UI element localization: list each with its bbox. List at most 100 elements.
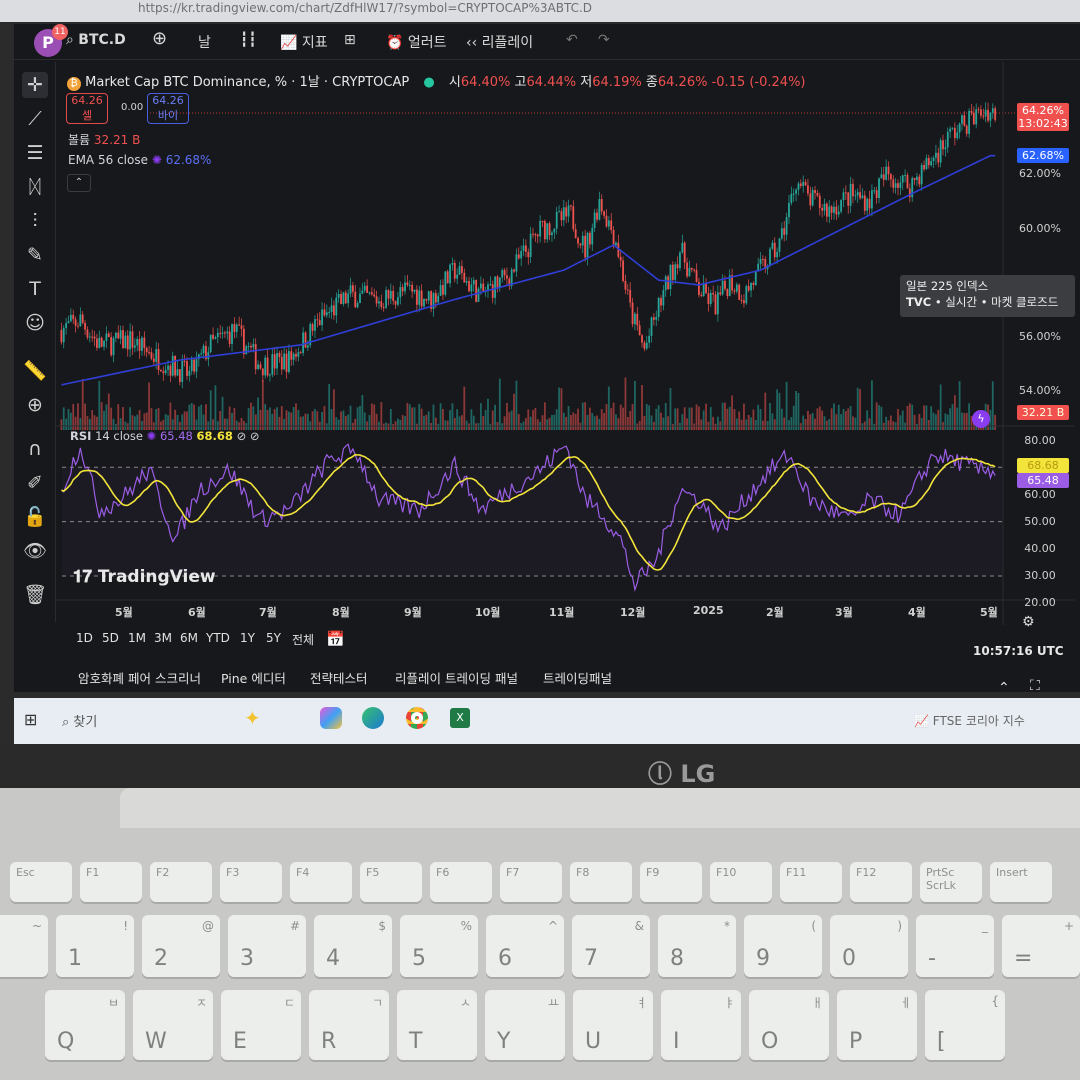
key[interactable]: @2: [142, 915, 220, 977]
windows-start-icon[interactable]: ⊞: [24, 710, 38, 729]
sell-button[interactable]: 64.26 셀: [66, 93, 108, 124]
key[interactable]: F7: [500, 862, 562, 902]
layout-grid-icon[interactable]: ⊞: [344, 32, 356, 48]
key[interactable]: #3: [228, 915, 306, 977]
chart-settings-icon[interactable]: ⚙: [1022, 614, 1035, 630]
pattern-icon[interactable]: ᛞ: [29, 176, 41, 198]
brush-icon[interactable]: ✎: [27, 244, 43, 266]
magnet-icon[interactable]: ∩: [28, 438, 42, 460]
range-button-ytd[interactable]: YTD: [206, 631, 230, 645]
key[interactable]: F8: [570, 862, 632, 902]
lightning-icon[interactable]: ϟ: [972, 410, 990, 428]
key[interactable]: F5: [360, 862, 422, 902]
key[interactable]: & 7: [572, 915, 650, 977]
key[interactable]: _ -: [916, 915, 994, 977]
expand-panel-icon[interactable]: ⌃: [998, 680, 1010, 696]
tradingview-logo[interactable]: 𝟏𝟕 TradingView: [73, 567, 216, 587]
crosshair-icon[interactable]: ✛: [22, 72, 48, 98]
bottom-tab[interactable]: Pine 에디터: [221, 671, 286, 686]
copilot-sparkle-icon[interactable]: ✦: [244, 706, 261, 730]
chart-canvas[interactable]: [0, 0, 1080, 700]
key[interactable]: $4: [314, 915, 392, 977]
range-button-6m[interactable]: 6M: [180, 631, 198, 645]
key[interactable]: ^ 6: [486, 915, 564, 977]
compare-add-icon[interactable]: ⊕: [152, 28, 168, 49]
bottom-tab[interactable]: 트레이딩패널: [543, 671, 613, 686]
goto-date-icon[interactable]: 📅: [326, 630, 345, 648]
key[interactable]: F10: [710, 862, 772, 902]
chrome-icon[interactable]: [406, 707, 428, 729]
alert-button[interactable]: ⏰ 얼러트: [386, 35, 447, 51]
key[interactable]: * 8: [658, 915, 736, 977]
key[interactable]: Esc: [10, 862, 72, 902]
bottom-tab[interactable]: 전략테스터: [310, 671, 368, 686]
maximize-panel-icon[interactable]: ⛶: [1030, 678, 1040, 694]
range-button-1d[interactable]: 1D: [76, 631, 93, 645]
browser-url-bar[interactable]: https://kr.tradingview.com/chart/ZdfHlW1…: [0, 0, 1080, 22]
range-button-5y[interactable]: 5Y: [266, 631, 281, 645]
range-button-전체[interactable]: 전체: [292, 633, 315, 647]
range-button-1m[interactable]: 1M: [128, 631, 146, 645]
taskbar-search[interactable]: ⌕ 찾기: [62, 715, 98, 730]
trash-icon[interactable]: 🗑: [22, 584, 48, 606]
ruler-icon[interactable]: 📏: [23, 360, 47, 382]
zoom-in-icon[interactable]: ⊕: [27, 394, 43, 416]
key[interactable]: F11: [780, 862, 842, 902]
key[interactable]: F2: [150, 862, 212, 902]
range-button-5d[interactable]: 5D: [102, 631, 119, 645]
key[interactable]: F4: [290, 862, 352, 902]
emoji-icon[interactable]: ☺: [25, 312, 45, 334]
clock[interactable]: 10:57:16 UTC: [973, 644, 1064, 658]
lock-pencil-icon[interactable]: ✐: [27, 472, 43, 494]
key[interactable]: (9: [744, 915, 822, 977]
collapse-legend-button[interactable]: ⌃: [67, 174, 91, 192]
range-button-1y[interactable]: 1Y: [240, 631, 255, 645]
key[interactable]: ~`: [0, 915, 48, 977]
key[interactable]: F1: [80, 862, 142, 902]
key[interactable]: Insert: [990, 862, 1052, 902]
key[interactable]: {[: [925, 990, 1005, 1060]
rsi-settings-icon[interactable]: ✺: [146, 429, 157, 443]
ema-settings-icon[interactable]: ✺: [151, 153, 162, 167]
trend-line-icon[interactable]: ⟋: [28, 108, 42, 130]
bottom-tab[interactable]: 암호화폐 페어 스크리너: [78, 671, 201, 686]
projection-icon[interactable]: ⫶: [32, 210, 38, 232]
key[interactable]: ! 1: [56, 915, 134, 977]
redo-icon[interactable]: ↷: [598, 32, 610, 48]
key[interactable]: F3: [220, 862, 282, 902]
key[interactable]: + =: [1002, 915, 1080, 977]
interval-button[interactable]: 날: [198, 35, 211, 51]
excel-icon[interactable]: X: [450, 708, 470, 728]
key[interactable]: ) 0: [830, 915, 908, 977]
indicators-button[interactable]: 📈 지표: [280, 35, 328, 51]
fib-lines-icon[interactable]: ☰: [26, 142, 44, 164]
key[interactable]: F9: [640, 862, 702, 902]
eye-icon[interactable]: 👁: [22, 540, 48, 562]
replay-button[interactable]: ‹‹ 리플레이: [466, 35, 534, 51]
bottom-tab[interactable]: 리플레이 트레이딩 패널: [395, 671, 518, 686]
buy-button[interactable]: 64.26 바이: [147, 93, 189, 124]
text-icon[interactable]: T: [29, 278, 41, 300]
candle-type-icon[interactable]: ┇┇: [240, 32, 257, 48]
key[interactable]: PrtSc ScrLk: [920, 862, 982, 902]
key[interactable]: F6: [430, 862, 492, 902]
lock-icon[interactable]: 🔓: [23, 506, 47, 528]
symbol-search-button[interactable]: ⌕ BTC.D: [66, 32, 126, 48]
stock-widget[interactable]: 📈 FTSE 코리아 지수: [914, 714, 1025, 728]
key[interactable]: F12: [850, 862, 912, 902]
edge-icon[interactable]: [362, 707, 384, 729]
range-button-3m[interactable]: 3M: [154, 631, 172, 645]
undo-icon[interactable]: ↶: [566, 32, 578, 48]
key[interactable]: % 5: [400, 915, 478, 977]
copilot-icon[interactable]: [320, 707, 342, 729]
